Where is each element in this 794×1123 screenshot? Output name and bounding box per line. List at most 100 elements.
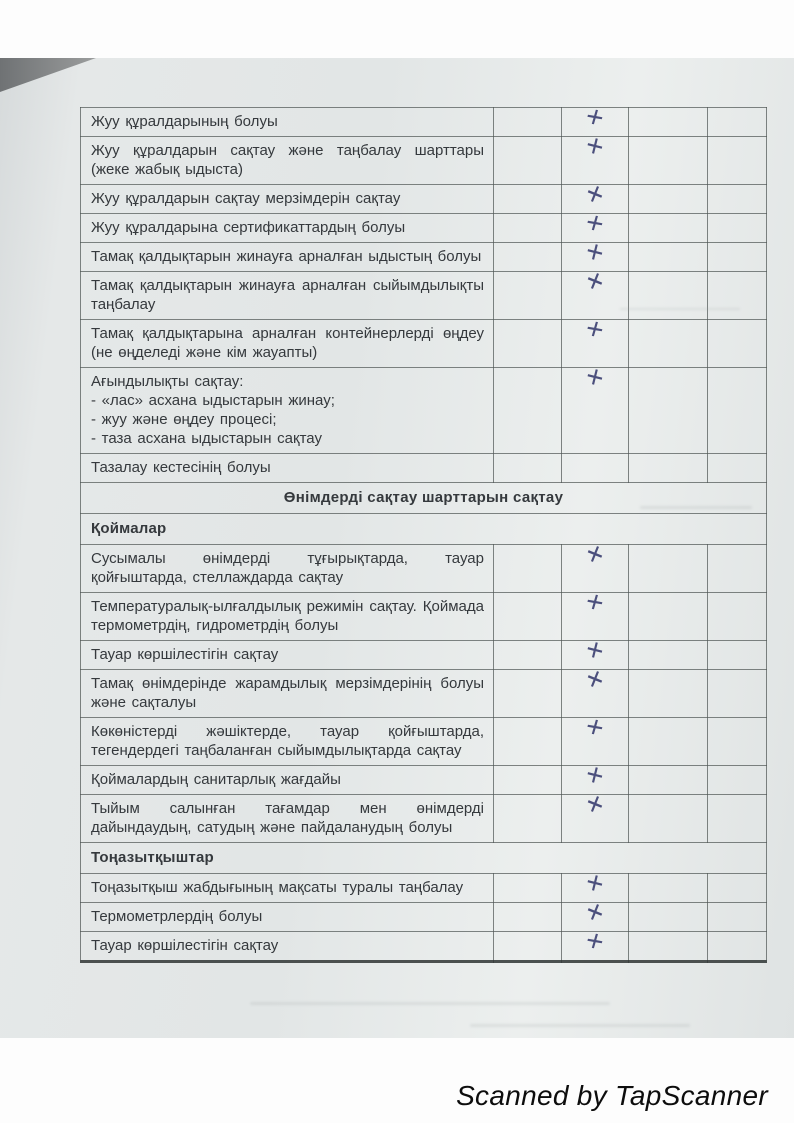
empty-cell — [493, 765, 562, 795]
checklist-row: Қоймалардың санитарлық жағдайы + — [80, 756, 767, 795]
criterion-cell: Температуралық-ылғалдылық режимін сақтау… — [80, 592, 494, 641]
checklist-row: Жуу құралдарының болуы + — [80, 100, 767, 137]
criterion-cell: Тауар көршілестігін сақтау — [80, 640, 494, 670]
checklist-row: Жуу құралдарына сертификаттардың болуы + — [80, 206, 767, 243]
empty-cell — [707, 902, 767, 932]
empty-cell — [707, 319, 767, 368]
criterion-cell: Жуу құралдарын сақтау және таңбалау шарт… — [80, 136, 494, 185]
scan-corner-artifact — [0, 58, 96, 92]
category-title: Тоңазытқыштар — [80, 842, 767, 874]
handwritten-plus-mark: + — [582, 631, 608, 670]
checklist-row: Ағындылықты сақтау: - «лас» асхана ыдыста… — [80, 358, 767, 454]
empty-cell — [628, 184, 708, 214]
empty-cell — [707, 765, 767, 795]
section-title: Өнімдерді сақтау шарттарын сақтау — [80, 482, 767, 514]
check-column-cell: + — [561, 261, 629, 320]
criterion-cell: Тамақ қалдықтарына арналған контейнерлер… — [80, 319, 494, 368]
criterion-cell: Тыйым салынған тағамдар мен өнімдерді да… — [80, 794, 494, 843]
scan-smudge — [620, 308, 740, 310]
category-header-row: Тоңазытқыштар — [80, 842, 767, 874]
checklist-row: Тамақ өнімдерінде жарамдылық мерзімдерін… — [80, 659, 767, 718]
criterion-cell: Тауар көршілестігін сақтау — [80, 931, 494, 962]
checklist-row: Термометрлердің болуы + — [80, 892, 767, 933]
checklist-row: Тамақ қалдықтарына арналған контейнерлер… — [80, 312, 767, 368]
empty-cell — [628, 902, 708, 932]
empty-cell — [707, 271, 767, 320]
empty-cell — [493, 544, 562, 593]
category-title: Қоймалар — [80, 513, 767, 545]
empty-cell — [493, 136, 562, 185]
empty-cell — [707, 640, 767, 670]
handwritten-plus-mark: + — [581, 206, 609, 241]
empty-cell — [493, 669, 562, 718]
criterion-cell: Тоңазытқыш жабдығының мақсаты туралы таң… — [80, 873, 494, 903]
criterion-cell: Жуу құралдарын сақтау мерзімдерін сақтау — [80, 184, 494, 214]
handwritten-plus-mark: + — [580, 659, 610, 700]
empty-cell — [493, 902, 562, 932]
handwritten-plus-mark: + — [580, 784, 610, 825]
check-column-cell: + — [561, 358, 629, 454]
check-column-cell: + — [561, 892, 629, 933]
handwritten-plus-mark: + — [581, 585, 609, 620]
empty-cell — [628, 453, 708, 483]
handwritten-plus-mark: + — [582, 864, 608, 903]
check-column-cell: + — [561, 312, 629, 368]
checklist-row: Сусымалы өнімдерді тұғырықтарда, тауар қ… — [80, 534, 767, 593]
category-header-row: Қоймалар — [80, 513, 767, 545]
handwritten-plus-mark: + — [582, 358, 608, 397]
empty-cell — [493, 873, 562, 903]
empty-cell — [493, 271, 562, 320]
empty-cell — [628, 213, 708, 243]
criterion-line: - жуу және өңдеу процесі; — [91, 411, 277, 428]
handwritten-plus-mark: + — [581, 312, 609, 347]
handwritten-plus-mark: + — [580, 892, 610, 933]
handwritten-plus-mark: + — [581, 924, 609, 959]
empty-cell — [628, 640, 708, 670]
empty-cell — [493, 213, 562, 243]
empty-cell — [493, 717, 562, 766]
handwritten-plus-mark: + — [582, 233, 608, 272]
checklist-row: Тазалау кестесінің болуы — [80, 453, 767, 483]
check-column-cell: + — [561, 924, 629, 962]
empty-cell — [493, 319, 562, 368]
section-header-row: Өнімдерді сақтау шарттарын сақтау — [80, 482, 767, 514]
checklist-row: Тамақ қалдықтарын жинауға арналған сыйым… — [80, 261, 767, 320]
criterion-cell: Қоймалардың санитарлық жағдайы — [80, 765, 494, 795]
criterion-cell: Тамақ қалдықтарын жинауға арналған сыйым… — [80, 271, 494, 320]
criterion-cell: Термометрлердің болуы — [80, 902, 494, 932]
empty-cell — [707, 544, 767, 593]
criterion-cell: Жуу құралдарының болуы — [80, 107, 494, 137]
check-column-cell: + — [561, 174, 629, 215]
empty-cell — [493, 107, 562, 137]
empty-cell — [707, 107, 767, 137]
criterion-line: - «лас» асхана ыдыстарын жинау; — [91, 392, 335, 409]
empty-cell — [493, 367, 562, 454]
scan-smudge — [250, 1002, 610, 1005]
empty-cell — [707, 136, 767, 185]
handwritten-plus-mark: + — [580, 174, 610, 215]
checklist-row: Тыйым салынған тағамдар мен өнімдерді да… — [80, 784, 767, 843]
handwritten-plus-mark: + — [582, 756, 608, 795]
checklist-row: Көкөністерді жәшіктерде, тауар қойғыштар… — [80, 710, 767, 766]
check-column-cell: + — [561, 534, 629, 593]
empty-cell — [493, 453, 562, 483]
empty-cell — [707, 367, 767, 454]
empty-cell — [707, 717, 767, 766]
empty-cell — [493, 794, 562, 843]
empty-cell — [628, 765, 708, 795]
handwritten-plus-mark: + — [581, 100, 609, 135]
empty-cell — [707, 669, 767, 718]
empty-cell — [628, 669, 708, 718]
handwritten-plus-mark: + — [580, 534, 610, 575]
check-column-cell: + — [561, 784, 629, 843]
checklist-row: Температуралық-ылғалдылық режимін сақтау… — [80, 585, 767, 641]
inspection-checklist-table: Жуу құралдарының болуы + Жуу құралдарын са… — [80, 100, 767, 963]
empty-cell — [628, 319, 708, 368]
checklist-row: Тауар көршілестігін сақтау + — [80, 631, 767, 670]
empty-cell — [628, 107, 708, 137]
empty-cell — [493, 931, 562, 962]
empty-cell — [707, 794, 767, 843]
empty-cell — [628, 873, 708, 903]
empty-cell — [707, 242, 767, 272]
